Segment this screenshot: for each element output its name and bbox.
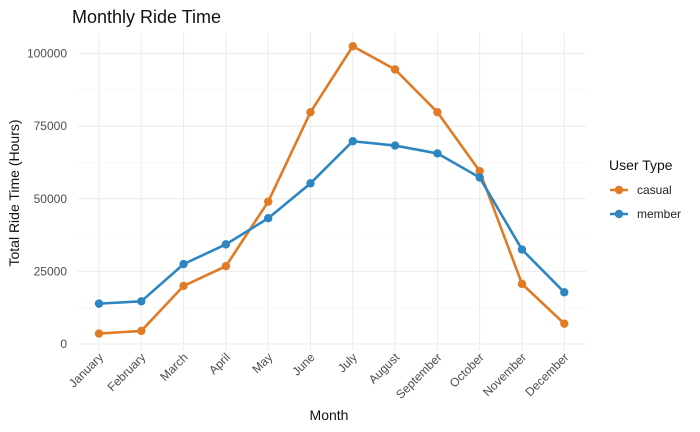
x-tick-label: November bbox=[480, 350, 529, 399]
x-tick-label: March bbox=[157, 350, 190, 383]
legend-label: casual bbox=[637, 183, 672, 197]
data-point-casual bbox=[517, 279, 527, 289]
x-tick-label: February bbox=[105, 350, 149, 394]
x-tick-label: December bbox=[522, 350, 571, 399]
y-tick-label: 0 bbox=[60, 337, 67, 351]
x-tick-label: October bbox=[447, 350, 487, 390]
data-point-casual bbox=[221, 261, 231, 271]
data-point-casual bbox=[348, 42, 357, 51]
x-tick-label: September bbox=[393, 350, 444, 401]
x-tick-label: July bbox=[335, 350, 360, 375]
data-point-member bbox=[517, 245, 527, 254]
data-point-casual bbox=[179, 281, 188, 291]
series-layer bbox=[94, 42, 569, 338]
legend-key-point bbox=[614, 185, 624, 195]
data-point-member bbox=[221, 240, 231, 249]
series-line-member bbox=[98, 139, 566, 305]
legend-label: member bbox=[637, 207, 681, 221]
data-point-member bbox=[433, 149, 442, 158]
data-point-member bbox=[264, 214, 273, 223]
x-tick-label: April bbox=[206, 350, 233, 377]
y-tick-label: 25000 bbox=[34, 264, 68, 278]
data-point-casual bbox=[264, 197, 273, 206]
x-tick-label: June bbox=[289, 350, 318, 379]
legend-item-casual: casual bbox=[610, 183, 672, 197]
y-tick-label: 100000 bbox=[27, 47, 67, 61]
legend-item-member: member bbox=[610, 207, 681, 221]
y-tick-label: 75000 bbox=[34, 119, 68, 133]
x-tick-label: January bbox=[66, 350, 106, 390]
series-member bbox=[94, 137, 569, 308]
data-point-member bbox=[179, 259, 188, 269]
data-point-member bbox=[94, 299, 104, 308]
series-casual bbox=[94, 42, 569, 338]
data-point-member bbox=[348, 137, 357, 146]
x-tick-label: May bbox=[249, 350, 275, 376]
data-point-casual bbox=[475, 166, 484, 176]
data-point-member bbox=[137, 297, 146, 306]
data-point-casual bbox=[137, 326, 146, 336]
data-point-member bbox=[560, 288, 569, 297]
series-line-casual bbox=[98, 44, 566, 335]
x-axis-title: Month bbox=[310, 407, 349, 423]
legend-title: User Type bbox=[609, 157, 673, 173]
y-axis-ticks: 0 25000 50000 75000 100000 bbox=[27, 47, 67, 352]
data-point-casual bbox=[560, 319, 569, 328]
y-axis-title: Total Ride Time (Hours) bbox=[6, 119, 22, 266]
data-point-member bbox=[306, 179, 315, 188]
chart-title: Monthly Ride Time bbox=[72, 7, 221, 27]
x-tick-label: August bbox=[366, 350, 403, 387]
grid bbox=[78, 33, 586, 350]
data-point-member bbox=[390, 141, 400, 150]
legend-key-point bbox=[614, 209, 624, 219]
data-point-casual bbox=[433, 107, 442, 117]
data-point-member bbox=[475, 173, 484, 182]
data-point-casual bbox=[390, 65, 400, 74]
data-point-casual bbox=[94, 329, 104, 338]
legend: User Type casual member bbox=[609, 157, 681, 221]
y-tick-label: 50000 bbox=[34, 192, 68, 206]
data-point-casual bbox=[306, 107, 315, 117]
